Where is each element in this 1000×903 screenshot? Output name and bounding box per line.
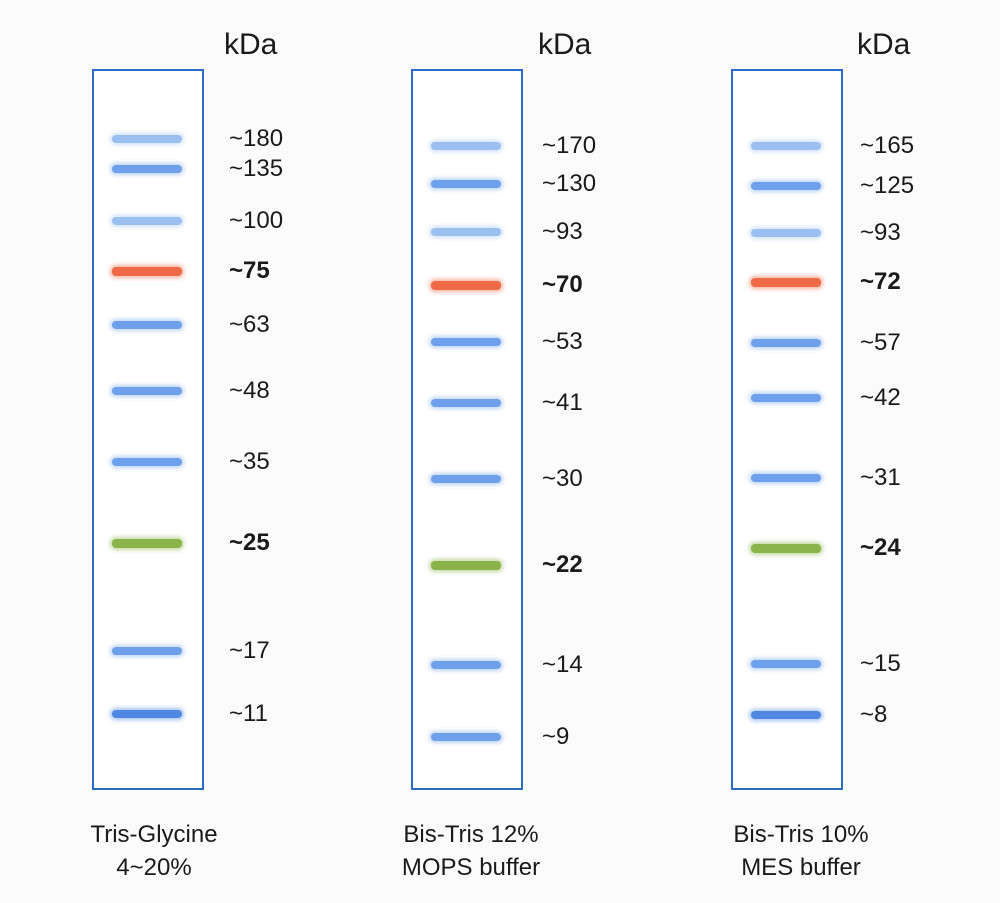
ladder-band-red: [431, 281, 501, 290]
mw-label: ~130: [542, 170, 597, 197]
gel-caption: Tris-Glycine 4~20%: [38, 818, 270, 884]
mw-label: ~170: [542, 132, 597, 159]
ladder-band-blue: [751, 711, 821, 719]
caption-line: Bis-Tris 12%: [403, 821, 539, 848]
gel-lane: [92, 69, 204, 790]
gel-lane: [411, 69, 523, 790]
ladder-band-red: [751, 278, 821, 287]
mw-label: ~72: [860, 268, 901, 295]
mw-label: ~15: [860, 650, 901, 677]
ladder-band-blue: [112, 321, 182, 329]
ladder-band-blue: [112, 647, 182, 655]
mw-label: ~63: [229, 311, 270, 338]
ladder-band-blue: [751, 229, 821, 237]
ladder-band-blue: [751, 660, 821, 668]
mw-label: ~100: [229, 207, 284, 234]
ladder-band-blue: [112, 165, 182, 173]
caption-line: MES buffer: [741, 854, 861, 881]
ladder-band-blue: [112, 458, 182, 466]
mw-label: ~48: [229, 377, 270, 404]
ladder-band-blue: [431, 228, 501, 236]
mw-label: ~9: [542, 723, 570, 750]
ladder-band-green: [431, 561, 501, 570]
mw-label: ~57: [860, 329, 901, 356]
mw-label: ~24: [860, 534, 901, 561]
caption-line: MOPS buffer: [401, 854, 541, 881]
ladder-band-blue: [112, 217, 182, 225]
ladder-panel-bis-tris-mops: kDa Bis-Tris 12% MOPS buffer ~170 ~130 ~93…: [0, 0, 596, 903]
caption-line: Bis-Tris 10%: [733, 821, 869, 848]
ladder-band-red: [112, 267, 182, 276]
ladder-panel-tris-glycine: kDa Tris-Glycine 4~20% ~180 ~135 ~100 ~75 ~6…: [0, 0, 330, 903]
ladder-band-blue: [751, 142, 821, 150]
ladder-band-blue: [112, 387, 182, 395]
mw-label: ~22: [542, 551, 583, 578]
unit-label: kDa: [857, 28, 911, 61]
ladder-band-green: [112, 539, 182, 548]
mw-label: ~75: [229, 257, 270, 284]
caption-line: Tris-Glycine: [90, 821, 218, 848]
mw-label: ~42: [860, 384, 901, 411]
mw-label: ~17: [229, 637, 270, 664]
ladder-band-blue: [751, 339, 821, 347]
mw-label: ~35: [229, 448, 270, 475]
ladder-band-blue: [112, 710, 182, 718]
mw-label: ~125: [860, 172, 915, 199]
ladder-band-blue: [431, 142, 501, 150]
mw-label: ~93: [542, 218, 583, 245]
mw-label: ~165: [860, 132, 915, 159]
ladder-band-blue: [751, 394, 821, 402]
mw-label: ~135: [229, 155, 284, 182]
gel-lane: [731, 69, 843, 790]
mw-label: ~31: [860, 464, 901, 491]
unit-label: kDa: [538, 28, 592, 61]
ladder-band-blue: [431, 338, 501, 346]
mw-label: ~70: [542, 271, 583, 298]
ladder-band-blue: [431, 475, 501, 483]
ladder-band-blue: [431, 733, 501, 741]
ladder-band-blue: [431, 180, 501, 188]
mw-label: ~30: [542, 465, 583, 492]
mw-label: ~41: [542, 389, 583, 416]
mw-label: ~53: [542, 328, 583, 355]
mw-label: ~180: [229, 125, 284, 152]
mw-label: ~8: [860, 701, 888, 728]
mw-label: ~11: [229, 700, 268, 727]
caption-line: 4~20%: [116, 854, 192, 881]
gel-caption: Bis-Tris 10% MES buffer: [685, 818, 917, 884]
unit-label: kDa: [224, 28, 278, 61]
ladder-panel-bis-tris-mes: kDa Bis-Tris 10% MES buffer ~165 ~125 ~93 ~…: [0, 0, 914, 903]
ladder-band-blue: [112, 135, 182, 143]
ladder-band-blue: [751, 182, 821, 190]
ladder-band-blue: [431, 399, 501, 407]
ladder-band-blue: [431, 661, 501, 669]
mw-label: ~14: [542, 651, 583, 678]
gel-caption: Bis-Tris 12% MOPS buffer: [355, 818, 587, 884]
mw-label: ~93: [860, 219, 901, 246]
mw-label: ~25: [229, 529, 270, 556]
ladder-band-green: [751, 544, 821, 553]
ladder-band-blue: [751, 474, 821, 482]
